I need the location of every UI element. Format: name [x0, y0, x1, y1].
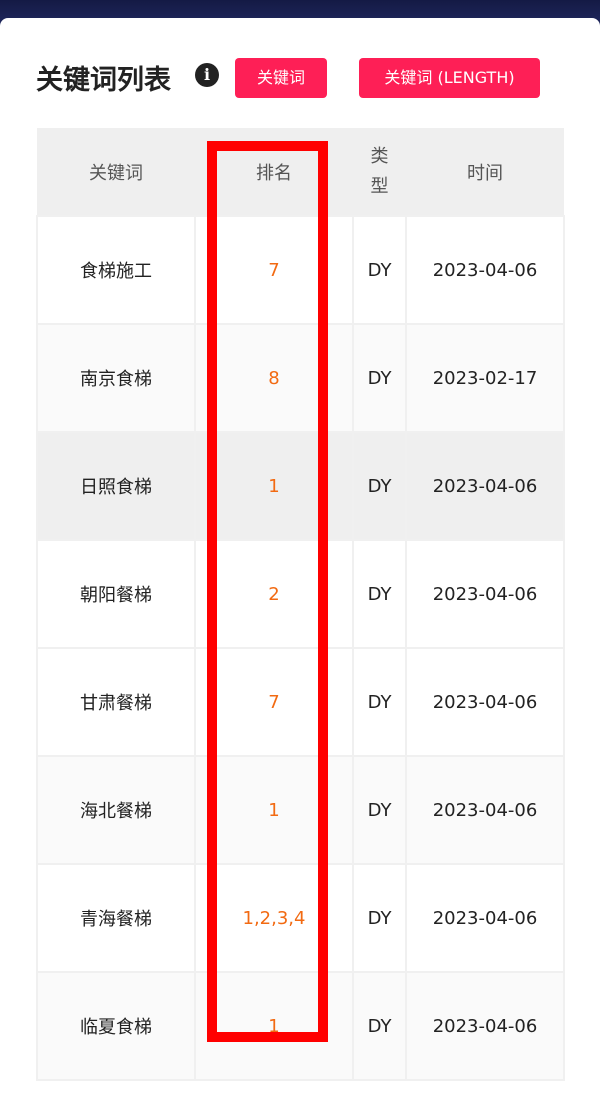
header-time[interactable]: 时间 [406, 128, 564, 216]
table-row[interactable]: 青海餐梯 1,2,3,4 DY 2023-04-06 [36, 863, 565, 973]
cell-keyword: 南京食梯 [36, 323, 196, 433]
table-row[interactable]: 临夏食梯 1 DY 2023-04-06 [36, 971, 565, 1081]
table-row[interactable]: 甘肃餐梯 7 DY 2023-04-06 [36, 647, 565, 757]
cell-date: 2023-04-06 [405, 647, 565, 757]
cell-keyword: 朝阳餐梯 [36, 539, 196, 649]
table-row[interactable]: 南京食梯 8 DY 2023-02-17 [36, 323, 565, 433]
cell-type: DY [352, 647, 407, 757]
cell-type: DY [352, 971, 407, 1081]
cell-keyword: 日照食梯 [36, 431, 196, 541]
header-rank[interactable]: 排名 [195, 128, 353, 216]
cell-keyword: 青海餐梯 [36, 863, 196, 973]
table-row[interactable]: 日照食梯 1 DY 2023-04-06 [36, 431, 565, 541]
cell-rank: 1 [194, 431, 354, 541]
cell-type: DY [352, 215, 407, 325]
cell-rank: 7 [194, 215, 354, 325]
cell-date: 2023-02-17 [405, 323, 565, 433]
cell-type: DY [352, 755, 407, 865]
cell-type: DY [352, 539, 407, 649]
cell-type: DY [352, 431, 407, 541]
table-row[interactable]: 朝阳餐梯 2 DY 2023-04-06 [36, 539, 565, 649]
cell-rank: 1,2,3,4 [194, 863, 354, 973]
cell-keyword: 海北餐梯 [36, 755, 196, 865]
cell-type: DY [352, 863, 407, 973]
table-row[interactable]: 食梯施工 7 DY 2023-04-06 [36, 215, 565, 325]
header-type[interactable]: 类 型 [353, 128, 406, 216]
keyword-button[interactable]: 关键词 [235, 58, 327, 98]
cell-rank: 2 [194, 539, 354, 649]
cell-date: 2023-04-06 [405, 863, 565, 973]
cell-date: 2023-04-06 [405, 971, 565, 1081]
table-row[interactable]: 海北餐梯 1 DY 2023-04-06 [36, 755, 565, 865]
cell-date: 2023-04-06 [405, 431, 565, 541]
cell-type: DY [352, 323, 407, 433]
header-keyword[interactable]: 关键词 [37, 128, 195, 216]
cell-rank: 1 [194, 971, 354, 1081]
page-title: 关键词列表 [36, 65, 171, 96]
cell-date: 2023-04-06 [405, 539, 565, 649]
keyword-table: 关键词 排名 类 型 时间 食梯施工 7 DY 2023-04-06 南京食梯 8 DY 20… [36, 128, 565, 1081]
cell-date: 2023-04-06 [405, 215, 565, 325]
keyword-length-button[interactable]: 关键词 (LENGTH) [359, 58, 540, 98]
info-circle-icon[interactable]: i [195, 63, 219, 87]
cell-date: 2023-04-06 [405, 755, 565, 865]
cell-keyword: 食梯施工 [36, 215, 196, 325]
cell-rank: 7 [194, 647, 354, 757]
table-header: 关键词 排名 类 型 时间 [37, 128, 564, 216]
cell-keyword: 临夏食梯 [36, 971, 196, 1081]
cell-keyword: 甘肃餐梯 [36, 647, 196, 757]
cell-rank: 1 [194, 755, 354, 865]
cell-rank: 8 [194, 323, 354, 433]
